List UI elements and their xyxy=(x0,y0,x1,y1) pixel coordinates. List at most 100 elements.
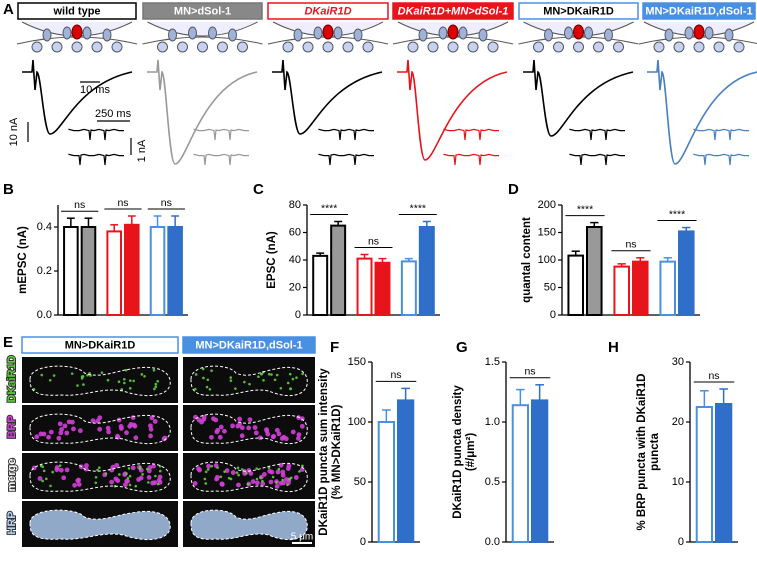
genotype-label: DKaiR1D+MN>dSol-1 xyxy=(398,5,509,17)
bar xyxy=(678,230,695,316)
post-receptor xyxy=(177,41,188,53)
y-tick-label: 1.5 xyxy=(485,356,500,368)
receptor xyxy=(724,28,734,42)
puncta xyxy=(41,465,45,469)
puncta xyxy=(41,479,44,483)
puncta xyxy=(259,476,262,480)
row-label: merge xyxy=(6,458,18,491)
puncta xyxy=(117,380,121,384)
puncta xyxy=(229,477,233,481)
channel xyxy=(322,24,334,40)
puncta xyxy=(283,477,289,482)
receptor xyxy=(188,26,197,40)
post-receptor xyxy=(217,41,228,53)
receptor xyxy=(208,26,217,40)
puncta xyxy=(269,469,275,475)
panel-label: C xyxy=(253,181,264,198)
puncta xyxy=(156,482,160,486)
mini-trace xyxy=(318,153,374,166)
puncta xyxy=(246,425,252,431)
bar xyxy=(715,403,733,543)
receptor xyxy=(478,28,488,42)
post-receptor xyxy=(713,41,725,53)
significance-label: ns xyxy=(524,366,535,378)
puncta xyxy=(275,480,278,484)
y-tick-label: 100 xyxy=(538,254,556,266)
significance-label: ns xyxy=(368,235,379,247)
panel-label: F xyxy=(330,339,339,356)
receptor xyxy=(333,26,343,40)
puncta xyxy=(199,419,205,425)
hrp-signal xyxy=(191,510,308,540)
mini-trace xyxy=(68,128,124,141)
y-axis-label: EPSC (nA) xyxy=(266,231,278,289)
scale-label: 1 nA xyxy=(136,139,148,162)
epsc-trace xyxy=(647,59,757,165)
puncta xyxy=(152,418,158,424)
puncta xyxy=(219,481,225,487)
puncta xyxy=(49,484,52,488)
puncta xyxy=(128,379,132,383)
puncta xyxy=(58,467,64,473)
puncta xyxy=(154,474,157,478)
puncta xyxy=(192,480,198,486)
bar xyxy=(613,265,631,317)
puncta xyxy=(204,470,208,474)
scale-label: 10 nA xyxy=(8,117,20,146)
puncta xyxy=(124,430,129,436)
puncta xyxy=(295,436,301,441)
puncta xyxy=(37,476,43,481)
channel xyxy=(71,24,83,40)
puncta xyxy=(288,477,291,481)
puncta xyxy=(235,471,239,474)
bar xyxy=(312,254,329,316)
puncta xyxy=(71,426,76,432)
puncta xyxy=(136,477,141,482)
puncta xyxy=(273,378,277,382)
y-axis-label: mEPSC (nA) xyxy=(17,226,29,294)
epsc-trace xyxy=(397,59,508,161)
post-receptor xyxy=(71,41,83,53)
post-receptor xyxy=(197,41,208,53)
y-axis-label: quantal content xyxy=(521,217,533,303)
puncta xyxy=(224,468,230,474)
y-tick-label: 40 xyxy=(289,254,301,266)
puncta xyxy=(56,435,62,441)
puncta xyxy=(194,387,197,391)
puncta xyxy=(126,476,130,480)
puncta xyxy=(255,477,259,481)
puncta xyxy=(42,469,46,473)
puncta xyxy=(152,368,156,372)
receptor xyxy=(438,26,448,40)
puncta xyxy=(148,426,154,432)
puncta xyxy=(206,468,210,471)
puncta xyxy=(229,376,233,379)
y-tick-label: 1.0 xyxy=(485,416,500,428)
puncta xyxy=(278,480,284,486)
puncta xyxy=(246,482,250,486)
puncta xyxy=(234,387,237,390)
mini-trace xyxy=(693,128,749,141)
puncta xyxy=(237,473,240,477)
puncta xyxy=(197,467,202,473)
y-tick-label: 0.4 xyxy=(37,221,52,233)
puncta xyxy=(76,384,79,387)
genotype-box xyxy=(142,2,263,20)
genotype-label: MN>DKaiR1D,dSol-1 xyxy=(645,5,752,17)
puncta xyxy=(115,433,120,439)
y-tick-label: 50 xyxy=(544,281,556,293)
micrograph xyxy=(22,357,178,403)
puncta xyxy=(123,381,126,385)
puncta xyxy=(202,376,205,380)
puncta xyxy=(194,373,198,376)
puncta xyxy=(120,388,124,391)
receptor xyxy=(458,26,468,40)
puncta xyxy=(253,430,259,436)
panel-label: H xyxy=(608,339,619,356)
puncta xyxy=(298,470,301,473)
y-tick-label: 0.2 xyxy=(37,265,52,277)
puncta xyxy=(48,429,54,435)
post-receptor xyxy=(447,41,459,53)
puncta xyxy=(236,482,241,488)
column-label: MN>DKaiR1D xyxy=(65,339,136,351)
